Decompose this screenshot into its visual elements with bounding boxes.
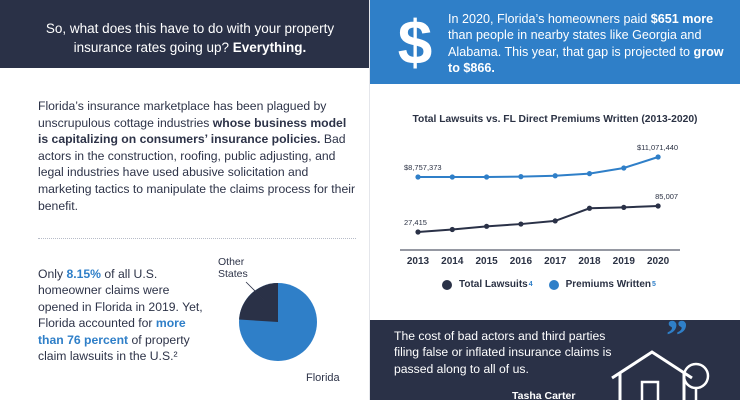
right-panel: $ In 2020, Florida’s homeowners paid $65…	[370, 0, 740, 400]
data-point-lawsuits	[518, 221, 524, 227]
data-point-premiums	[552, 173, 558, 179]
series-line-premiums	[418, 156, 659, 178]
pie-slice-other-states	[239, 283, 278, 322]
legend-item-premiums: Premiums Written 5	[548, 279, 656, 290]
claims-pie-chart	[239, 281, 317, 361]
lawsuits-premiums-line-chart: 2013 2014 2015 2016 2017 2018 2019 2020 27,415 85…	[400, 143, 680, 267]
x-tick-label: 2018	[578, 256, 601, 267]
premium-gap-banner: $ In 2020, Florida’s homeowners paid $65…	[370, 0, 740, 84]
data-point-premiums	[484, 174, 490, 180]
data-point-lawsuits	[621, 204, 627, 210]
pie-label-florida: Florida	[306, 372, 340, 384]
x-tick-label: 2013	[407, 256, 430, 267]
data-point-premiums	[518, 174, 524, 180]
chart-legend: Total Lawsuits 4 Premiums Written 5	[442, 279, 672, 290]
data-label: $8,757,373	[404, 163, 442, 172]
pie-label-other-states: Other States	[218, 256, 248, 280]
quote-text: The cost of bad actors and third parties…	[394, 329, 612, 376]
data-point-premiums	[449, 174, 455, 180]
chart-title: Total Lawsuits vs. FL Direct Premiums Wr…	[412, 114, 698, 125]
dollar-icon: $	[398, 10, 432, 74]
pie-leader-line	[245, 281, 265, 301]
x-tick-label: 2020	[647, 256, 670, 267]
legend-footnote-premiums: 5	[652, 281, 656, 288]
data-label: 85,007	[655, 192, 678, 201]
data-point-lawsuits	[552, 218, 558, 224]
data-point-premiums	[415, 174, 421, 180]
quote-author: Tasha Carter	[512, 390, 576, 400]
svg-text:$: $	[398, 10, 432, 74]
quote-banner: ” The cost of bad actors and third parti…	[370, 311, 740, 400]
data-point-lawsuits	[586, 205, 593, 211]
premium-gap-text: In 2020, Florida’s homeowners paid $651 …	[448, 12, 724, 75]
house-icon	[611, 350, 710, 400]
marketplace-paragraph: Florida’s insurance marketplace has been…	[38, 99, 356, 213]
data-point-lawsuits	[484, 223, 490, 229]
stat-percent: 8.15%	[66, 267, 102, 281]
x-tick-label: 2019	[613, 256, 636, 267]
claims-stat-text: Only 8.15% of all U.S. homeowner claims …	[38, 267, 203, 364]
question-emphasis: Everything.	[232, 40, 307, 55]
question-banner: So, what does this have to do with your …	[0, 0, 370, 68]
legend-label-lawsuits: Total Lawsuits	[459, 279, 528, 290]
x-tick-label: 2017	[544, 256, 567, 267]
quote-marks-icon: ”	[666, 311, 688, 360]
data-point-premiums	[621, 165, 627, 171]
series-line-lawsuits	[417, 205, 659, 233]
dotted-divider	[38, 238, 356, 239]
data-label: 27,415	[404, 218, 427, 227]
left-panel: So, what does this have to do with your …	[0, 0, 370, 384]
data-point-premiums	[586, 171, 593, 177]
x-tick-label: 2016	[510, 256, 533, 267]
panel-separator	[369, 0, 370, 400]
paragraph-emphasis: whose business model is capitalizing on …	[38, 115, 347, 147]
legend-dot-premiums	[548, 279, 559, 290]
x-tick-label: 2015	[475, 256, 498, 267]
data-point-lawsuits	[449, 226, 455, 233]
stat-highlight: more than 76 percent	[38, 316, 186, 347]
legend-footnote-lawsuits: 4	[528, 281, 533, 288]
data-point-premiums	[655, 154, 661, 160]
data-point-lawsuits	[655, 203, 661, 209]
data-point-lawsuits	[415, 229, 421, 235]
legend-label-premiums: Premiums Written	[565, 279, 652, 290]
legend-item-lawsuits: Total Lawsuits 4	[442, 279, 533, 290]
legend-dot-lawsuits	[442, 279, 452, 290]
x-tick-label: 2014	[441, 256, 464, 267]
banner-emphasis-1: $651 more	[650, 12, 714, 26]
banner-emphasis-2: grow to $866.	[448, 44, 724, 75]
question-text: So, what does this have to do with your …	[45, 21, 335, 55]
data-label: $11,071,440	[637, 143, 678, 152]
